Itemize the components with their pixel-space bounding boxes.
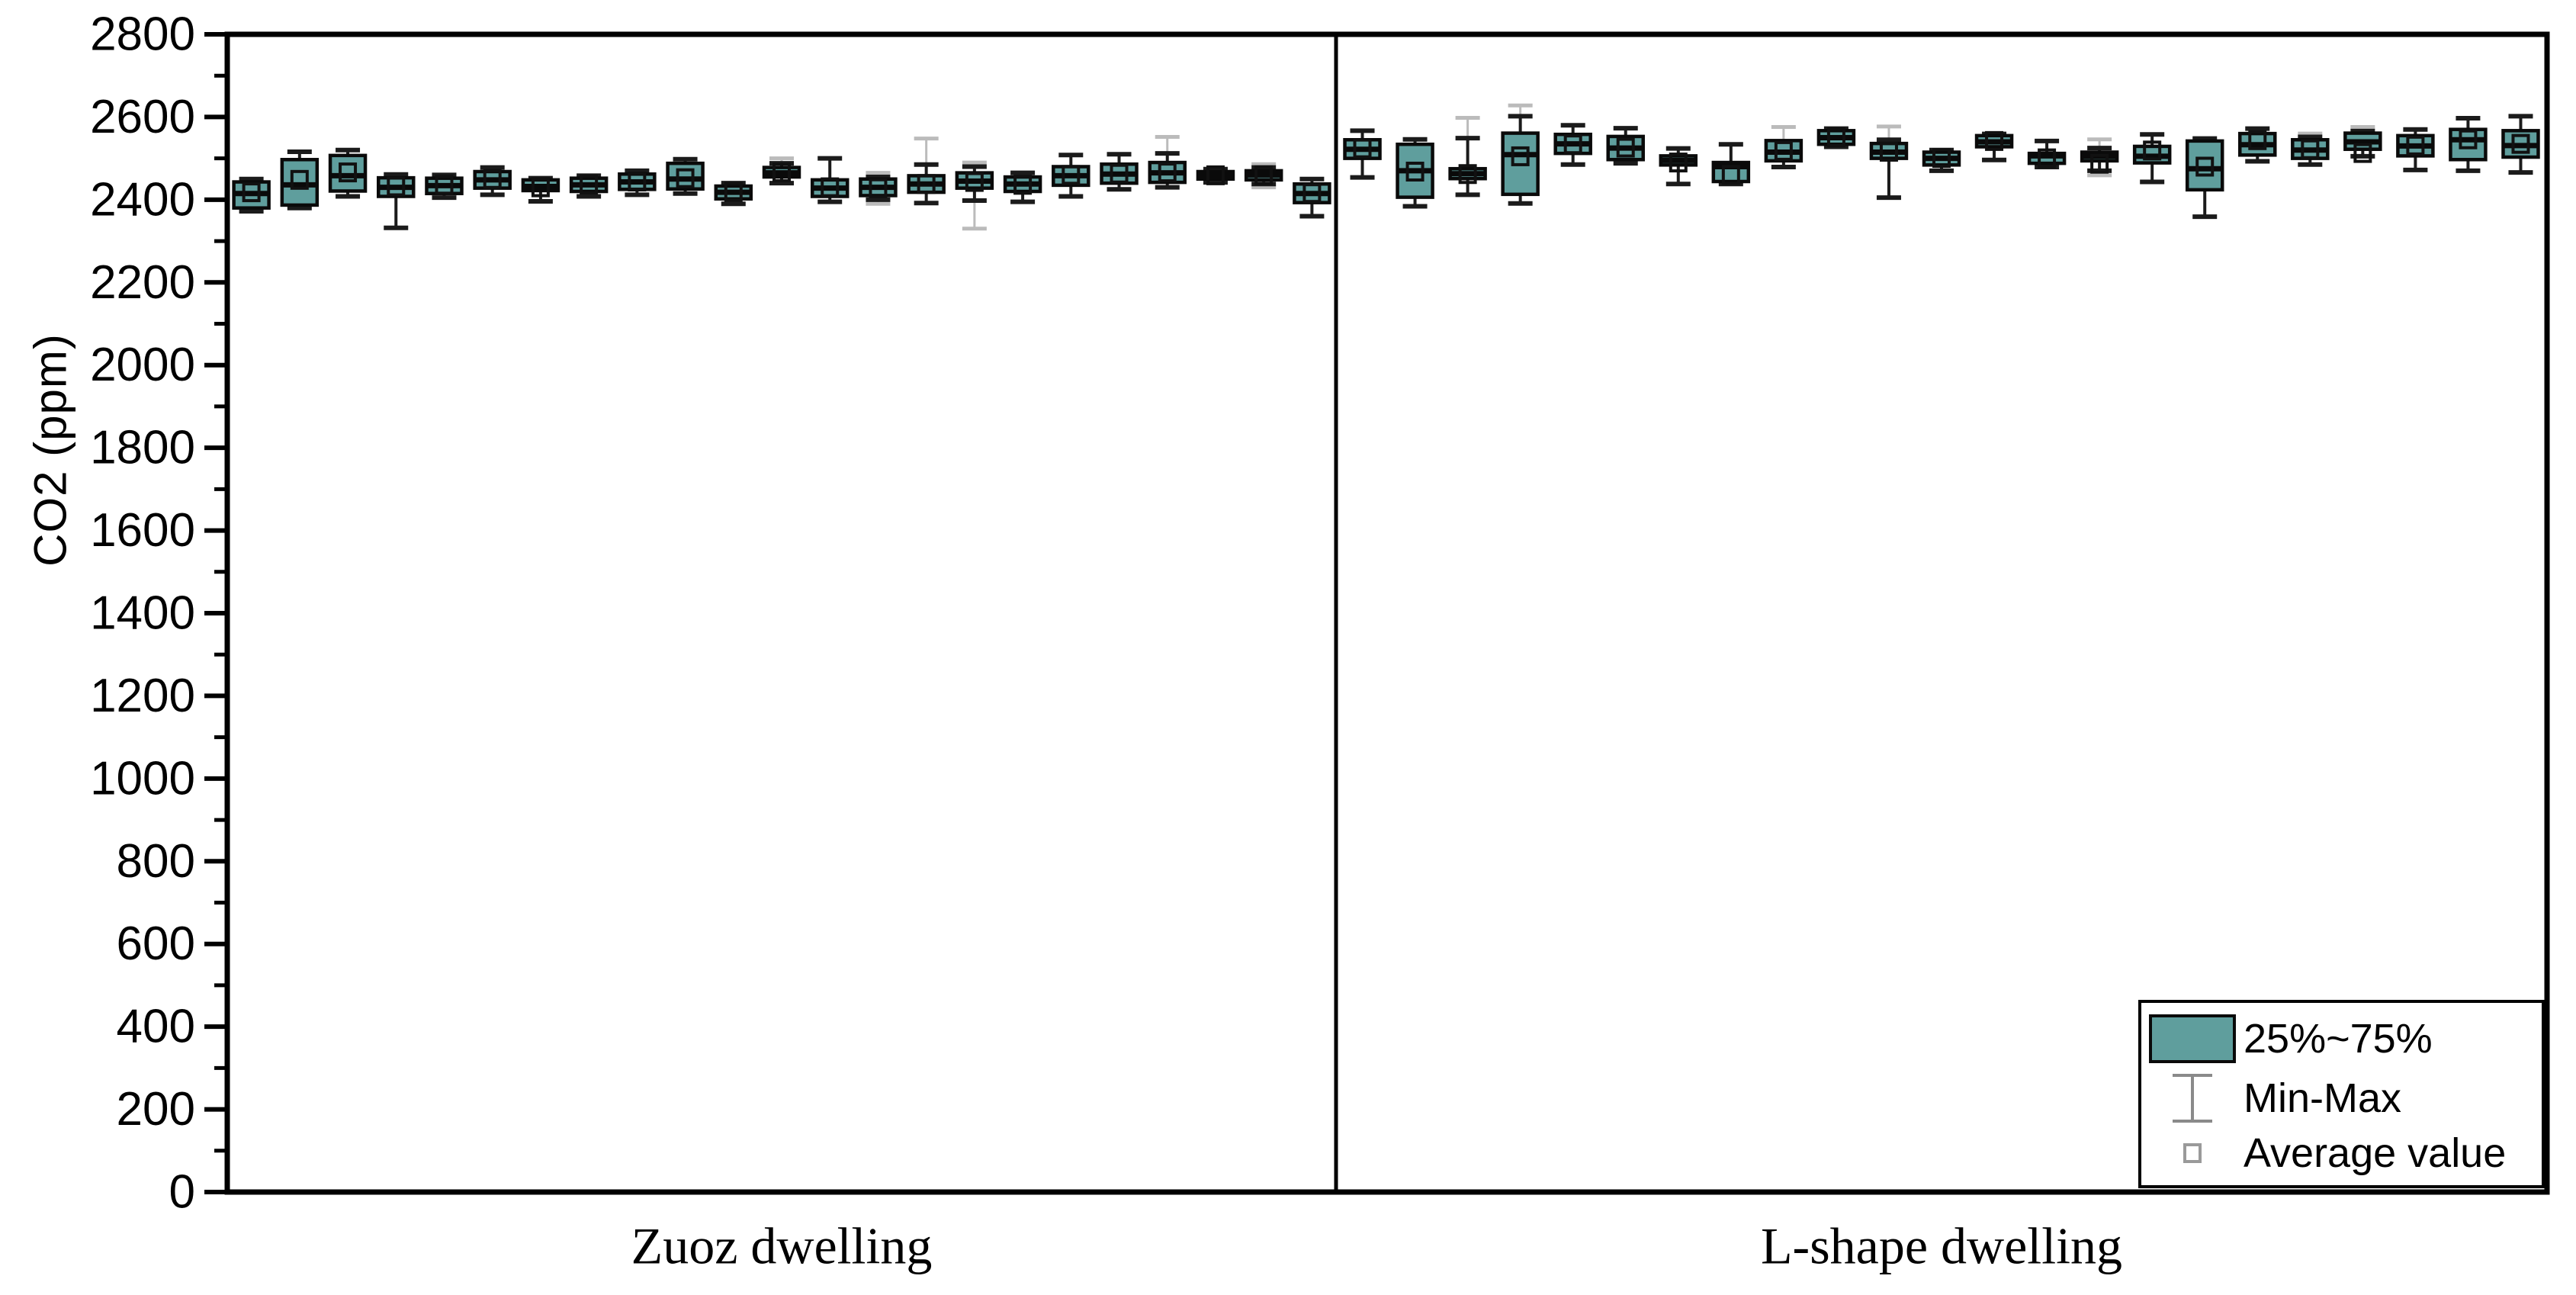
box-plot-panel1-11: [714, 181, 753, 207]
y-tick-label: 400: [117, 1001, 195, 1053]
y-tick-label: 2600: [90, 91, 195, 143]
box-plot-panel2-15: [2080, 137, 2119, 178]
y-tick-label: 1400: [90, 587, 195, 640]
box-plot-panel2-14: [2027, 138, 2067, 170]
box-plot-panel1-23: [1293, 176, 1331, 219]
panel-label-lshape: L-shape dwelling: [1761, 1216, 2122, 1275]
box-plot-panel1-15: [907, 137, 946, 206]
box-plot-panel1-10: [666, 156, 705, 196]
legend-label-minmax: Min-Max: [2244, 1075, 2402, 1121]
box-plot-panel1-17: [1003, 170, 1042, 204]
y-tick-label: 2800: [90, 8, 195, 61]
box-plot-panel1-14: [859, 171, 898, 206]
legend-row-average: Average value: [2141, 1133, 2542, 1174]
y-tick-label: 1200: [90, 670, 195, 722]
y-axis-title: CO2 (ppm): [24, 333, 76, 567]
box-plot-panel2-23: [2501, 114, 2540, 175]
box-plot-panel2-17: [2185, 136, 2224, 220]
box-plot-panel1-5: [425, 172, 464, 201]
box-plot-panel2-1: [1343, 128, 1382, 180]
box-plot-panel1-22: [1244, 162, 1283, 190]
legend-box-swatch: [2149, 1014, 2236, 1064]
legend-row-minmax: Min-Max: [2141, 1071, 2542, 1126]
box-plot-panel2-13: [1974, 130, 2014, 162]
box-plot-panel1-21: [1196, 165, 1235, 185]
box-plot-panel1-4: [377, 172, 416, 230]
box-plot-panel2-7: [1659, 146, 1698, 187]
y-tick-label: 2000: [90, 339, 195, 391]
box-plot-panel1-20: [1148, 134, 1187, 190]
box-plot-panel1-18: [1052, 153, 1090, 199]
box-plot-panel1-16: [955, 160, 994, 231]
box-plot-panel1-1: [232, 176, 271, 214]
box-plot-panel2-19: [2291, 131, 2330, 167]
y-tick-label: 1800: [90, 422, 195, 474]
legend-box-icon: [2141, 1014, 2244, 1064]
box-plot-panel1-2: [280, 149, 320, 210]
y-tick-label: 200: [117, 1083, 195, 1136]
box-plot-panel2-2: [1396, 137, 1434, 209]
legend: 25%~75% Min-Max Average value: [2138, 1000, 2545, 1188]
box-plot-panel2-21: [2396, 127, 2435, 172]
legend-label-average: Average value: [2244, 1130, 2507, 1176]
box-plot-panel1-9: [618, 168, 657, 198]
box-plot-panel2-5: [1553, 123, 1592, 167]
box-plot-panel2-9: [1764, 124, 1804, 170]
y-tick-label: 2200: [90, 256, 195, 309]
box-plot-panel2-10: [1816, 126, 1856, 149]
box-plot-panel1-6: [473, 165, 512, 198]
y-tick-label: 600: [117, 917, 195, 970]
box-plot-panel2-3: [1448, 116, 1487, 198]
y-tick-label: 0: [169, 1166, 195, 1219]
box-plot-panel1-8: [569, 173, 609, 199]
y-tick-label: 800: [117, 835, 195, 888]
legend-row-iqr: 25%~75%: [2141, 1014, 2542, 1064]
box-plot-panel2-12: [1922, 147, 1961, 173]
box-plot-panel2-20: [2343, 124, 2382, 163]
y-tick-label: 2400: [90, 173, 195, 226]
open-square-icon: [2141, 1138, 2244, 1168]
box-plot-panel2-18: [2238, 126, 2277, 164]
box-plot-panel2-4: [1501, 103, 1540, 206]
panel-label-zuoz: Zuoz dwelling: [631, 1216, 933, 1275]
plot-frame: [224, 31, 2550, 1195]
box-plot-panel1-12: [762, 156, 801, 186]
box-plot-panel1-7: [521, 175, 560, 204]
box-plot-panel2-6: [1606, 126, 1645, 166]
box-plot-panel1-3: [328, 147, 368, 199]
box-plot-panel2-16: [2132, 132, 2172, 185]
y-tick-label: 1000: [90, 752, 195, 805]
box-plot-panel2-22: [2449, 116, 2488, 173]
legend-label-iqr: 25%~75%: [2244, 1016, 2433, 1062]
whisker-ibeam-icon: [2141, 1071, 2244, 1126]
box-plot-panel1-19: [1100, 152, 1139, 192]
box-plot-panel2-11: [1869, 124, 1909, 201]
box-plot-panel1-13: [810, 156, 850, 204]
y-tick-label: 1600: [90, 504, 195, 557]
box-plot-panel2-8: [1711, 142, 1751, 187]
